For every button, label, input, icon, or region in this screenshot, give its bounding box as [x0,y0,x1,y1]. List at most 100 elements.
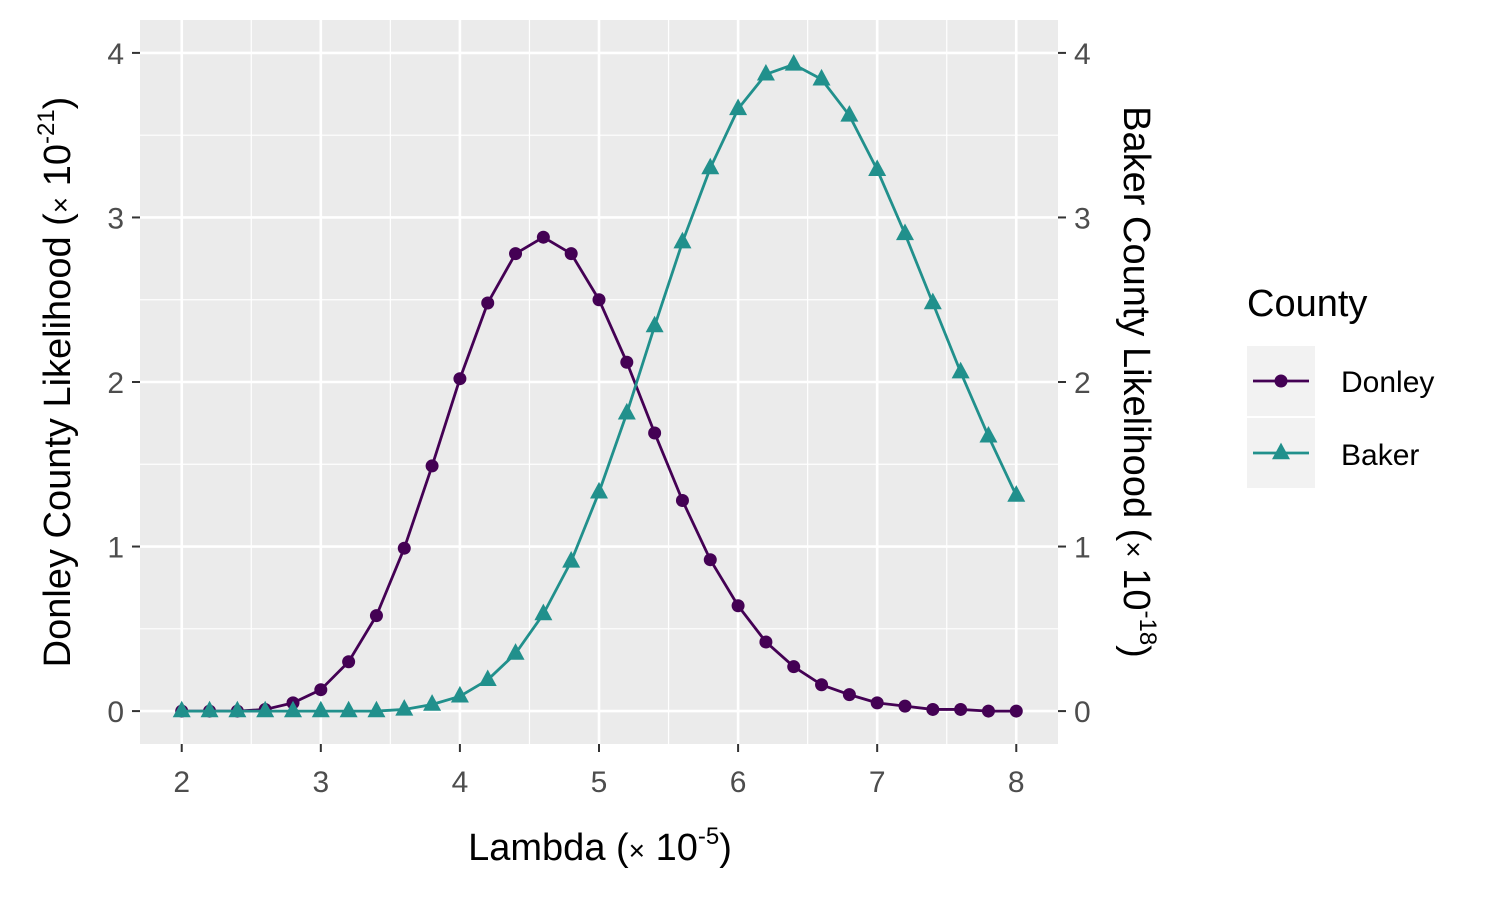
point-donley [397,541,411,555]
x-tick-label: 7 [869,766,886,799]
point-baker [756,63,775,81]
point-baker [450,685,469,703]
point-baker [172,700,191,718]
y-left-tick-label: 1 [107,532,124,565]
y-right-tick-label: 4 [1074,38,1091,71]
x-axis-exponent: -5 [698,823,719,850]
point-baker [701,157,720,175]
legend-marker-donley [1274,374,1288,388]
point-baker [311,700,330,718]
point-baker [645,315,664,333]
y-axis-left-base: 10 [37,144,79,197]
point-donley [564,247,578,261]
x-tick-label: 2 [173,766,190,799]
point-donley [815,678,829,692]
x-tick-label: 3 [312,766,329,799]
legend-label-baker: Baker [1341,439,1419,472]
y-axis-right-base: 10 [1115,558,1157,611]
point-baker [868,159,887,176]
point-donley [425,459,439,473]
point-donley [870,696,884,710]
y-right-tick-label: 3 [1074,202,1091,235]
y-left-tick-label: 0 [107,696,124,729]
y-right-tick-label: 2 [1074,367,1091,400]
point-donley [981,704,995,718]
x-tick-label: 6 [730,766,747,799]
point-baker [896,223,914,241]
x-axis-times-symbol: × [629,835,645,866]
y-axis-left-title-text: Donley County Likelihood ( [37,213,79,667]
point-donley [342,655,356,669]
point-baker [534,603,553,621]
y-axis-right-title-text: Baker County Likelihood ( [1115,106,1157,541]
axis-ticks: 2 3 4 5 6 7 8 0 1 2 3 4 0 1 2 3 4 [107,38,1090,799]
point-baker [617,402,636,420]
x-tick-label: 8 [1008,766,1025,799]
point-baker [979,425,998,443]
point-baker [562,551,581,568]
point-baker [256,700,275,718]
point-baker [673,231,692,249]
y-axis-left-times-symbol: × [45,197,76,213]
legend-marker-baker [1272,442,1290,460]
point-baker [729,98,748,116]
point-baker [367,700,386,718]
legend-title: County [1247,283,1367,325]
point-donley [1009,704,1023,718]
point-donley [926,702,940,716]
point-baker [339,700,358,718]
point-baker [506,643,525,660]
point-baker [840,105,859,122]
x-axis-base: 10 [645,827,698,869]
y-axis-right-times-symbol: × [1118,541,1149,557]
point-donley [536,230,550,244]
point-donley [620,355,634,369]
legend-key-baker [1253,442,1309,460]
legend: County Donley Baker [1247,283,1434,488]
y-left-tick-label: 2 [107,367,124,400]
point-baker [1007,485,1026,502]
y-left-tick-label: 3 [107,202,124,235]
point-donley [648,426,662,440]
point-baker [200,700,219,718]
point-baker [812,68,831,86]
point-baker [478,669,497,687]
point-donley [481,296,495,310]
point-baker [423,694,442,711]
point-baker [923,292,942,310]
point-donley [703,553,717,567]
point-donley [314,683,328,697]
series-layer [172,54,1026,718]
point-baker [395,699,414,716]
y-axis-right-exponent: -18 [1134,610,1161,645]
y-axis-left-title: Donley County Likelihood (× 10-21) [33,97,79,668]
point-donley [675,493,689,507]
y-axis-right-close: ) [1115,645,1157,658]
y-axis-right-title: Baker County Likelihood (× 10-18) [1115,106,1161,658]
point-donley [453,372,467,386]
point-donley [954,702,968,716]
y-right-tick-label: 0 [1074,696,1091,729]
y-axis-left-exponent: -21 [33,109,60,144]
y-axis-left-close: ) [37,97,79,110]
point-donley [731,599,745,613]
x-axis-close: ) [719,827,732,869]
point-donley [898,699,912,713]
x-tick-label: 5 [591,766,608,799]
point-donley [509,247,523,261]
point-donley [842,688,856,702]
x-axis-title: Lambda (× 10-5) [468,823,732,869]
point-baker [590,481,608,499]
y-right-tick-label: 1 [1074,532,1091,565]
point-donley [592,293,606,307]
point-baker [951,361,970,379]
point-baker [784,54,803,71]
x-axis-title-text: Lambda ( [468,827,629,869]
x-tick-label: 4 [452,766,469,799]
y-left-tick-label: 4 [107,38,124,71]
legend-key-donley [1253,374,1309,388]
legend-label-donley: Donley [1341,366,1434,399]
point-donley [369,609,383,623]
point-donley [759,635,773,649]
